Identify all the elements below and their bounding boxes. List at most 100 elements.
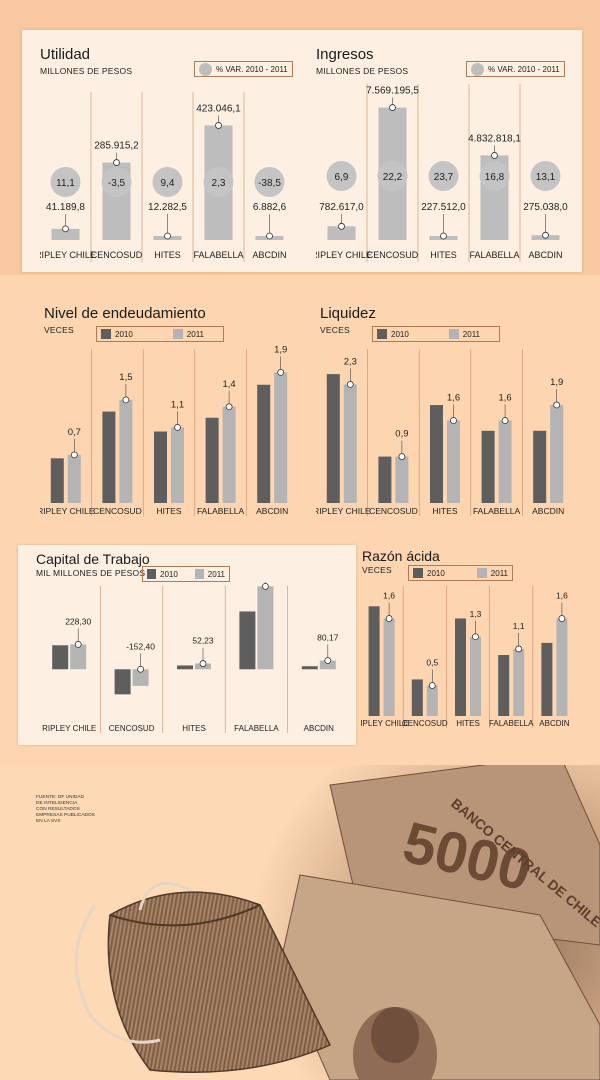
category-label-abcdin: ABCDIN <box>252 250 286 260</box>
bar-2010-hites <box>455 618 466 716</box>
value-marker <box>389 104 396 111</box>
value-label-hites: 227.512,0 <box>421 202 466 213</box>
bar-2011-falabella <box>513 648 525 716</box>
category-label-falabella: FALABELLA <box>193 250 243 260</box>
pct-var-label-abcdin: 13,1 <box>536 172 556 183</box>
bar-2011-falabella <box>257 586 274 670</box>
value-label-falabella: 1,1 <box>513 621 525 631</box>
value-label-falabella: 1,6 <box>498 393 511 404</box>
bar-2010-hites <box>430 405 443 503</box>
legend-2011-label: 2011 <box>186 329 204 339</box>
category-label-falabella: FALABELLA <box>197 506 245 516</box>
bar-2011-cencosud <box>119 399 133 503</box>
pct-var-circle <box>50 167 81 197</box>
pct-var-circle <box>428 161 459 191</box>
bar-2010-cencosud <box>102 411 116 503</box>
value-marker <box>450 417 457 424</box>
pct-var-label-hites: 23,7 <box>434 172 454 183</box>
value-label-falabella: 423.046,1 <box>196 103 241 114</box>
category-label-ripley-chile: RIPLEY CHILE <box>316 506 371 516</box>
value-label-hites: 52,23 <box>192 636 214 646</box>
value-label-cencosud: -152,40 <box>126 641 155 651</box>
value-label-abcdin: 1,9 <box>550 377 563 388</box>
value-marker <box>398 453 406 460</box>
value-marker <box>199 660 207 667</box>
capital-subtitle: MIL MILLONES DE PESOS <box>36 568 146 578</box>
value-label-cencosud: 0,5 <box>426 658 438 668</box>
bar-2010-cencosud <box>411 679 423 716</box>
value-marker <box>338 222 345 230</box>
legend-2010-swatch <box>101 329 111 339</box>
bar-2010-ripley-chile <box>52 645 69 670</box>
bar-2010-abcdin <box>301 666 318 670</box>
pct-var-circle <box>326 161 357 191</box>
category-label-abcdin: ABCDIN <box>528 250 562 260</box>
value-marker <box>346 381 354 388</box>
liquidez-title: Liquidez <box>320 305 376 322</box>
razon-acida-legend: 2010 2011 <box>408 565 513 581</box>
pct-var-label-ripley-chile: 11,1 <box>56 178 75 189</box>
value-label-cencosud: 7.569.195,5 <box>366 86 419 97</box>
value-marker <box>515 645 523 653</box>
razon-acida-chart: 1,6 RIPLEY CHILE 0,5 CENCOSUD 1,3 HITES 1,1 FAL… <box>360 586 570 728</box>
value-marker <box>558 615 566 622</box>
category-label-ripley-chile: RIPLEY CHILE <box>360 719 409 728</box>
bar-2010-abcdin <box>541 642 553 716</box>
value-marker <box>164 232 171 240</box>
bar-2011-ripley-chile <box>70 644 87 670</box>
razon-acida-title: Razón ácida <box>362 548 440 564</box>
bar-2010-abcdin <box>533 430 547 503</box>
liquidez-legend: 2010 2011 <box>372 326 500 342</box>
source-note: FUENTE: DF UNIDAD DE INTELIGENCIA CON RE… <box>36 795 95 824</box>
pct-var-label-falabella: 16,8 <box>485 172 505 183</box>
bar-2010-abcdin <box>257 384 271 503</box>
liquidez-chart: 2,3 RIPLEY CHILE 0,9 CENCOSUD 1,6 HITES 1,6 FAL… <box>316 349 564 516</box>
bar-2010-falabella <box>205 417 219 503</box>
category-label-ripley-chile: RIPLEY CHILE <box>316 250 372 260</box>
value-marker <box>215 122 222 129</box>
value-label-abcdin: 80,17 <box>317 633 339 643</box>
category-label-cencosud: CENCOSUD <box>109 724 155 733</box>
value-label-ripley-chile: 0,7 <box>68 427 81 438</box>
bar-2011-hites <box>470 636 481 716</box>
value-marker <box>542 231 549 239</box>
bar-2011-ripley-chile <box>383 618 395 716</box>
value-marker <box>501 417 509 424</box>
value-marker <box>324 657 332 664</box>
bar-2011-cencosud <box>426 685 438 716</box>
endeudamiento-subtitle: VECES <box>44 325 74 335</box>
pct-var-label-cencosud: 22,2 <box>383 172 403 183</box>
legend-2011-swatch <box>172 329 183 339</box>
category-label-abcdin: ABCDIN <box>532 506 564 516</box>
value-marker <box>225 403 233 411</box>
value-marker <box>440 232 447 240</box>
category-label-cencosud: CENCOSUD <box>91 250 143 260</box>
bar-2011-falabella <box>222 406 236 503</box>
bar-2011-hites <box>171 427 184 503</box>
utilidad-subtitle: MILLONES DE PESOS <box>40 66 133 76</box>
pct-var-label-falabella: 2,3 <box>212 178 226 189</box>
pct-var-label-abcdin: -38,5 <box>258 178 281 189</box>
category-label-hites: HITES <box>430 250 457 260</box>
category-label-hites: HITES <box>154 250 181 260</box>
bar-2010-falabella <box>239 611 256 670</box>
pct-var-circle <box>254 167 285 197</box>
value-marker <box>491 152 498 159</box>
value-marker <box>266 232 273 240</box>
category-label-hites: HITES <box>432 506 457 516</box>
bar-2010-ripley-chile <box>50 458 64 503</box>
value-marker <box>122 396 130 404</box>
category-label-hites: HITES <box>156 506 181 516</box>
bar-2010-falabella <box>498 655 510 716</box>
value-label-hites: 1,1 <box>171 399 184 410</box>
legend-2010-swatch <box>413 568 423 578</box>
bar-2011-falabella <box>498 420 512 503</box>
bar-2010-falabella <box>481 430 495 503</box>
value-label-ripley-chile: 228,30 <box>65 616 91 626</box>
legend-2010-label: 2010 <box>391 329 409 339</box>
pct-var-circle <box>530 161 561 191</box>
value-label-falabella: 1,4 <box>222 379 235 390</box>
pct-var-circle <box>479 161 510 191</box>
value-label-cencosud: 1,5 <box>119 372 132 383</box>
legend-2010-swatch <box>147 569 156 579</box>
